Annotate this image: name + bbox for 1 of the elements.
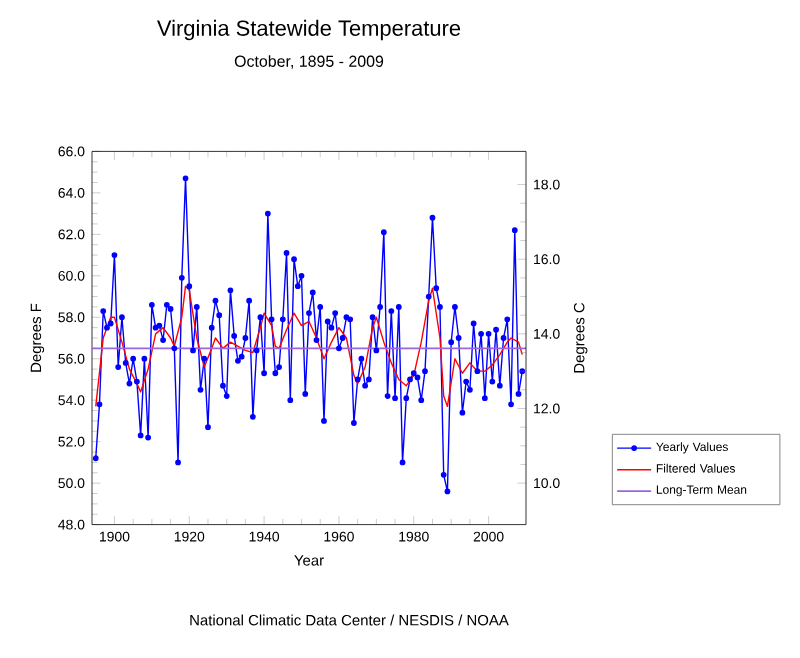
chart-title: Virginia Statewide Temperature [157,19,461,41]
